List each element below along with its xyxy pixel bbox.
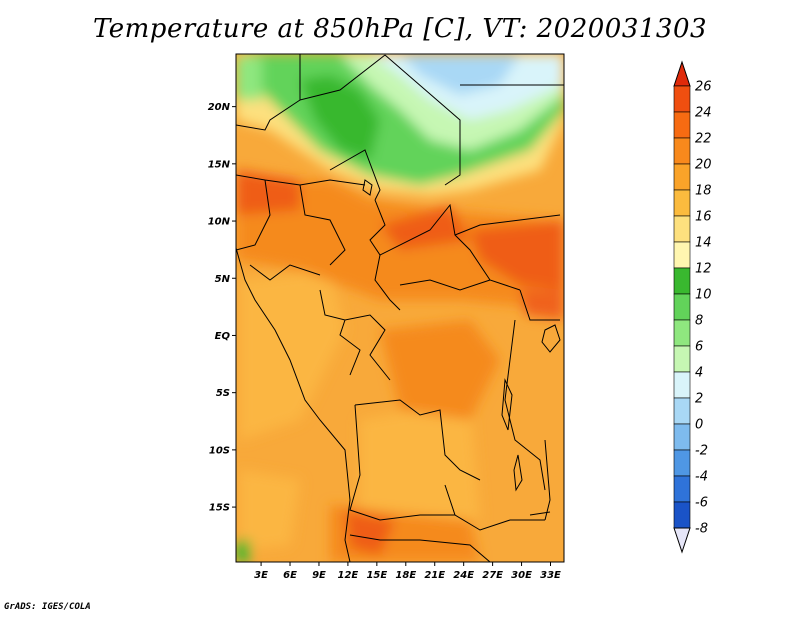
- lon-tick-label: 9E: [312, 570, 326, 581]
- colorbar-swatch: [673, 475, 691, 503]
- colorbar-swatch: [673, 293, 691, 321]
- colorbar-label: -8: [695, 522, 708, 537]
- map-title: Temperature at 850hPa [C], VT: 202003130…: [92, 14, 708, 44]
- colorbar-swatch: [673, 267, 691, 295]
- colorbar-label: 18: [695, 184, 712, 199]
- lat-tick-label: 10N: [208, 217, 231, 228]
- country-borders: [236, 54, 564, 562]
- colorbar-swatch: [673, 241, 691, 269]
- lon-tick-label: 12E: [338, 570, 359, 581]
- lat-tick-label: EQ: [215, 331, 231, 342]
- lon-tick-label: 6E: [283, 570, 297, 581]
- latitude-axis: 20N 15N 10N 5N EQ 5S 10S 15S: [208, 102, 236, 514]
- lat-tick-label: 5N: [215, 274, 231, 285]
- colorbar-label: 16: [695, 210, 712, 225]
- lon-tick-label: 18E: [395, 570, 416, 581]
- colorbar-label: 26: [695, 80, 712, 95]
- lon-tick-label: 30E: [511, 570, 532, 581]
- colorbar-label: 22: [695, 132, 712, 147]
- colorbar-swatch: [673, 319, 691, 347]
- lat-tick-label: 15N: [208, 159, 231, 170]
- colorbar-label: 10: [695, 288, 712, 303]
- colorbar-label: 8: [695, 314, 703, 329]
- colorbar-swatch: [673, 137, 691, 165]
- longitude-axis: 3E 6E 9E 12E 15E 18E 21E 24E 27E 30E 33E: [254, 562, 561, 581]
- colorbar-swatch: [673, 111, 691, 139]
- colorbar-label: 2: [695, 392, 703, 407]
- colorbar-label: 14: [695, 236, 712, 251]
- lakes: [362, 179, 561, 516]
- lon-tick-label: 27E: [482, 570, 503, 581]
- colorbar-label: 0: [695, 418, 703, 433]
- colorbar-label: 6: [695, 340, 703, 355]
- colorbar-label: 24: [695, 106, 712, 121]
- colorbar-swatch: [673, 85, 691, 113]
- colorbar-label: 20: [695, 158, 712, 173]
- colorbar-swatch: [673, 501, 691, 529]
- colorbar-swatch: [673, 423, 691, 451]
- colorbar-top-arrow: [673, 60, 691, 87]
- map-frame: [235, 53, 565, 563]
- colorbar-swatch: [673, 449, 691, 477]
- lon-tick-label: 33E: [540, 570, 561, 581]
- lat-tick-label: 10S: [209, 445, 230, 456]
- lon-tick-label: 21E: [424, 570, 445, 581]
- lat-tick-label: 5S: [216, 388, 230, 399]
- lat-tick-label: 15S: [209, 503, 230, 514]
- colorbar-swatch: [673, 345, 691, 373]
- colorbar-swatch: [673, 397, 691, 425]
- colorbar-swatch: [673, 163, 691, 191]
- lon-tick-label: 3E: [254, 570, 268, 581]
- colorbar-bottom-arrow: [673, 527, 691, 554]
- colorbar-swatch: [673, 215, 691, 243]
- colorbar-swatch: [673, 371, 691, 399]
- lat-tick-label: 20N: [208, 102, 231, 113]
- colorbar-label: -2: [695, 444, 708, 459]
- colorbar-swatch: [673, 189, 691, 217]
- colorbar-label: -4: [695, 470, 708, 485]
- lon-tick-label: 24E: [453, 570, 474, 581]
- lon-tick-label: 15E: [366, 570, 387, 581]
- temperature-field: [236, 54, 564, 562]
- colorbar-label: 12: [695, 262, 712, 277]
- grads-credit: GrADS: IGES/COLA: [4, 602, 91, 612]
- colorbar-label: -6: [695, 496, 708, 511]
- colorbar-label: 4: [695, 366, 703, 381]
